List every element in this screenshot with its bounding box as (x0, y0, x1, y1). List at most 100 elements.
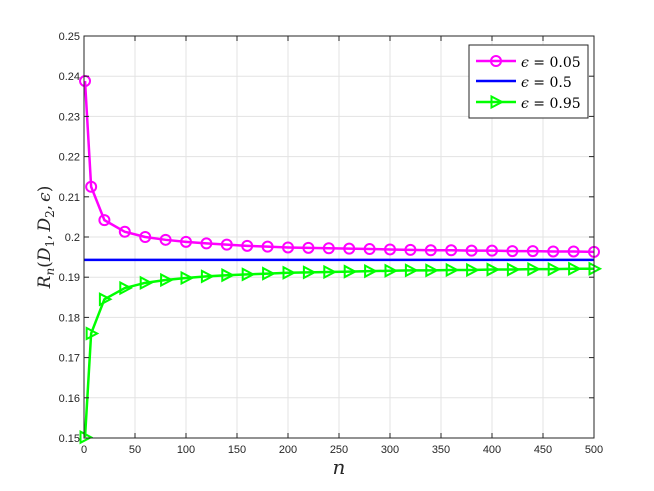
data-point (547, 245, 560, 258)
y-tick-label: 0.16 (59, 393, 80, 405)
data-point (200, 269, 215, 284)
x-tick-label: 500 (585, 444, 603, 456)
data-point (220, 238, 233, 251)
axes: 0 50 100 150 200 250 300 350 400 450 500 0.15 0.16 0.… (59, 31, 604, 456)
series-line (83, 80, 595, 254)
y-label-epsilon: ϵ (35, 192, 55, 202)
legend-eps-005-eq: = (529, 55, 550, 71)
data-point (200, 237, 213, 250)
x-tick-label: 100 (177, 444, 195, 456)
data-point (282, 265, 297, 280)
y-tick-label: 0.18 (59, 312, 80, 324)
data-point (221, 268, 235, 283)
legend-label-eps-095: ϵ = 0.95 (521, 96, 581, 112)
series-line (83, 267, 594, 438)
y-label-close-paren: ) (35, 186, 55, 193)
y-label-open-paren: ( (35, 261, 55, 268)
data-point (364, 264, 378, 279)
data-point (547, 262, 562, 277)
y-tick-label: 0.21 (59, 192, 80, 204)
data-point (302, 265, 317, 280)
data-point (139, 275, 154, 290)
data-point (404, 263, 419, 278)
data-point (384, 243, 396, 256)
data-point (568, 261, 582, 276)
data-point (424, 244, 437, 257)
data-point (486, 262, 501, 277)
y-label-d1-sub: 1 (43, 240, 57, 248)
x-tick-label: 250 (330, 444, 348, 456)
y-label-sub: n (43, 268, 57, 276)
data-point (526, 245, 539, 258)
legend-swatch-marker (490, 55, 502, 67)
x-axis-label: n (333, 455, 346, 479)
data-point (567, 245, 580, 258)
data-point (79, 430, 94, 445)
data-point (323, 264, 337, 280)
x-tick-label: 150 (228, 444, 246, 456)
data-point (322, 242, 335, 255)
legend-swatch-marker (490, 94, 505, 110)
y-label-comma-1: , (35, 234, 55, 239)
data-point (241, 239, 254, 252)
y-tick-label: 0.17 (59, 353, 80, 365)
legend-label-eps-05: ϵ = 0.5 (521, 75, 572, 91)
y-tick-label: 0.25 (59, 31, 80, 43)
legend: ϵ = 0.05 ϵ = 0.5 ϵ = 0.95 (468, 44, 589, 119)
y-axis-label: Rn(D1,D2,ϵ) (35, 186, 57, 290)
data-point (159, 233, 172, 246)
data-point (85, 326, 100, 341)
legend-eps-005-sym: ϵ (521, 55, 529, 71)
x-tick-label: 50 (129, 444, 141, 456)
y-label-comma-2: , (35, 205, 55, 210)
y-label-d2: D (35, 217, 55, 232)
data-point (302, 241, 315, 254)
legend-label-eps-005: ϵ = 0.05 (521, 55, 581, 71)
data-point (466, 262, 480, 278)
y-tick-label: 0.22 (59, 152, 80, 164)
data-point (486, 244, 498, 257)
data-point (506, 262, 521, 277)
data-point (180, 270, 195, 286)
x-tick-label: 0 (81, 444, 87, 456)
data-point (404, 243, 417, 256)
data-point (282, 241, 294, 254)
data-point (139, 231, 152, 243)
legend-eps-05-val: 0.5 (549, 75, 571, 91)
data-point (445, 244, 458, 257)
svg-text:Rn(D1,D2,ϵ): Rn(D1,D2,ϵ) (35, 186, 57, 290)
data-point (363, 243, 376, 256)
data-point (262, 266, 276, 281)
data-point (588, 261, 603, 276)
legend-eps-095-val: 0.95 (549, 96, 580, 112)
y-tick-label: 0.19 (59, 272, 80, 284)
y-tick-label: 0.23 (59, 111, 80, 123)
data-point (261, 240, 274, 253)
data-point (343, 242, 356, 255)
x-tick-label: 200 (279, 444, 297, 456)
x-tick-label: 300 (381, 444, 399, 456)
y-tick-label: 0.15 (59, 433, 80, 445)
data-point (343, 264, 358, 279)
data-point (506, 245, 519, 258)
legend-eps-095-eq: = (529, 96, 550, 112)
data-point (241, 267, 256, 282)
series-2 (79, 261, 603, 445)
x-tick-label: 400 (483, 444, 501, 456)
legend-eps-05-eq: = (529, 75, 550, 91)
data-point (98, 292, 113, 307)
y-tick-label: 0.2 (65, 232, 80, 244)
data-point (85, 180, 98, 193)
data-point (98, 214, 111, 227)
y-tick-label: 0.24 (59, 71, 80, 83)
data-point (527, 262, 541, 277)
data-point (119, 280, 133, 296)
data-point (118, 225, 131, 238)
legend-eps-095-sym: ϵ (521, 96, 529, 112)
x-tick-label: 350 (432, 444, 450, 456)
data-point (465, 244, 478, 257)
data-point (180, 235, 192, 248)
data-point (160, 272, 174, 288)
data-point (445, 262, 460, 278)
